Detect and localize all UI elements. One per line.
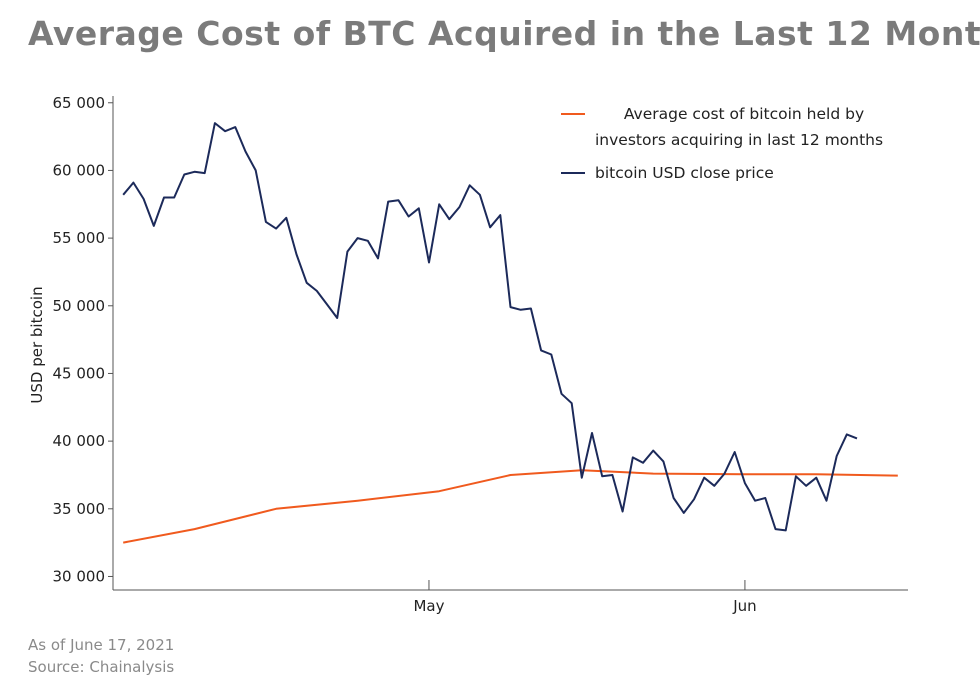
- y-tick-label: 35 000: [53, 500, 106, 518]
- y-axis-label: USD per bitcoin: [28, 286, 46, 403]
- y-tick-label: 55 000: [53, 229, 106, 247]
- source-note: Source: Chainalysis: [28, 658, 175, 676]
- x-tick-label: Jun: [732, 597, 756, 615]
- series-layer: [122, 122, 898, 544]
- legend-label: investors acquiring in last 12 months: [595, 131, 883, 149]
- legend-label: bitcoin USD close price: [595, 164, 774, 182]
- btc-price-line: [122, 122, 858, 532]
- y-axis: 30 000 35 000 40 000 45 000 50 000 55 000 60 0…: [53, 94, 114, 590]
- y-tick-label: 65 000: [53, 94, 106, 112]
- as-of-note: As of June 17, 2021: [28, 636, 175, 654]
- y-tick-label: 30 000: [53, 567, 106, 585]
- average-cost-line: [123, 469, 898, 544]
- x-tick-label: May: [413, 597, 444, 615]
- y-tick-label: 60 000: [53, 161, 106, 179]
- y-tick-label: 45 000: [53, 364, 106, 382]
- chart-title: Average Cost of BTC Acquired in the Last…: [28, 14, 980, 53]
- y-tick-label: 50 000: [53, 297, 106, 315]
- y-tick-label: 40 000: [53, 432, 106, 450]
- legend: Average cost of bitcoin held by investors…: [561, 105, 883, 182]
- x-axis: May Jun: [113, 580, 908, 615]
- legend-label: Average cost of bitcoin held by: [624, 105, 864, 123]
